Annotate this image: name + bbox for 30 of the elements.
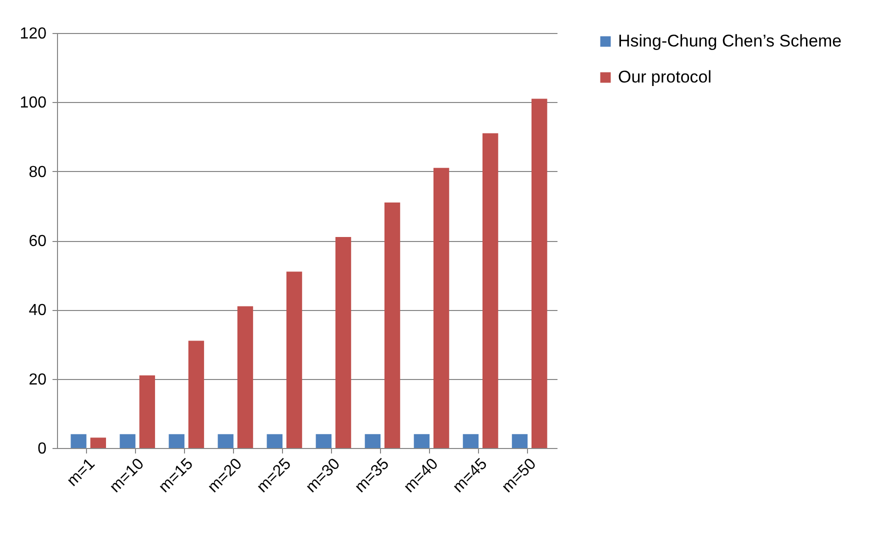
bar — [120, 434, 136, 448]
bar — [90, 438, 106, 448]
bar — [512, 434, 528, 448]
bar — [384, 202, 400, 448]
bar — [188, 340, 204, 448]
bar — [139, 375, 156, 448]
x-tick-label: m=1 — [64, 455, 98, 490]
bar — [414, 434, 430, 448]
bar — [316, 434, 332, 448]
y-tick-label: 120 — [20, 26, 47, 42]
bar — [335, 237, 352, 448]
y-tick-label: 80 — [28, 164, 47, 181]
y-tick-label: 40 — [28, 302, 47, 320]
bar — [70, 434, 86, 448]
bar — [168, 434, 184, 448]
bar — [462, 434, 479, 448]
legend-label: Our protocol — [618, 68, 712, 86]
bar — [482, 133, 498, 448]
legend-label: Hsing-Chung Chen’s Scheme — [618, 32, 842, 50]
bar — [433, 168, 450, 448]
y-tick-label: 0 — [38, 440, 47, 458]
y-tick-label: 100 — [20, 94, 47, 112]
y-tick-label: 20 — [28, 371, 47, 388]
bar — [237, 306, 254, 448]
bar — [218, 434, 234, 448]
bar — [364, 434, 381, 448]
bar — [266, 434, 282, 448]
bar — [286, 272, 302, 448]
bar — [532, 98, 548, 448]
y-tick-label: 60 — [28, 233, 47, 250]
